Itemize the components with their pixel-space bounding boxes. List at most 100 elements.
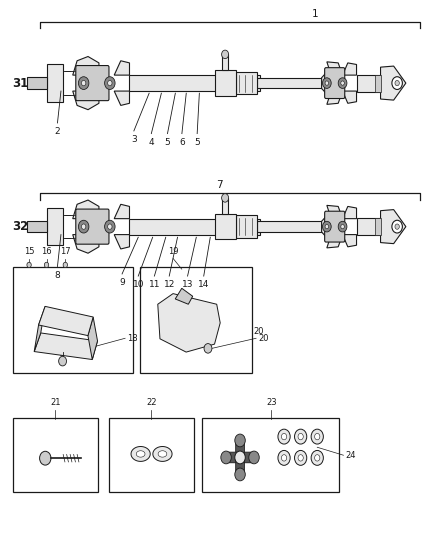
Bar bbox=[13, 418, 98, 492]
Text: 7: 7 bbox=[215, 181, 223, 190]
Circle shape bbox=[27, 262, 31, 268]
Bar bbox=[46, 64, 63, 102]
Polygon shape bbox=[321, 67, 331, 99]
Polygon shape bbox=[158, 451, 167, 457]
Text: 3: 3 bbox=[131, 135, 137, 144]
Bar bbox=[46, 208, 63, 245]
Circle shape bbox=[392, 77, 403, 90]
Bar bbox=[222, 54, 228, 70]
Polygon shape bbox=[73, 91, 99, 110]
Bar bbox=[357, 75, 381, 92]
Circle shape bbox=[322, 221, 331, 232]
Circle shape bbox=[78, 220, 89, 233]
Text: 23: 23 bbox=[266, 398, 277, 407]
Polygon shape bbox=[73, 56, 99, 75]
Text: 5: 5 bbox=[194, 138, 200, 147]
Polygon shape bbox=[343, 63, 357, 75]
Circle shape bbox=[249, 451, 259, 464]
Bar bbox=[222, 198, 228, 214]
Bar bbox=[237, 72, 258, 94]
Circle shape bbox=[235, 468, 245, 481]
Circle shape bbox=[235, 451, 245, 464]
Bar bbox=[375, 75, 381, 92]
Polygon shape bbox=[226, 452, 240, 463]
Text: 6: 6 bbox=[179, 138, 185, 147]
Text: 12: 12 bbox=[163, 280, 175, 289]
Bar bbox=[109, 418, 194, 492]
Circle shape bbox=[81, 80, 86, 86]
Circle shape bbox=[325, 81, 328, 85]
Circle shape bbox=[108, 224, 112, 229]
Circle shape bbox=[222, 50, 229, 59]
Text: 5: 5 bbox=[165, 138, 170, 147]
Text: 8: 8 bbox=[55, 271, 60, 280]
Circle shape bbox=[108, 80, 112, 86]
Circle shape bbox=[338, 221, 347, 232]
Polygon shape bbox=[236, 440, 244, 458]
Polygon shape bbox=[175, 288, 193, 304]
Circle shape bbox=[311, 450, 323, 465]
FancyBboxPatch shape bbox=[325, 211, 345, 242]
Circle shape bbox=[314, 433, 320, 440]
Bar bbox=[201, 418, 339, 492]
Text: 24: 24 bbox=[346, 451, 356, 460]
Polygon shape bbox=[343, 235, 357, 247]
Text: 4: 4 bbox=[148, 138, 154, 147]
Polygon shape bbox=[236, 457, 244, 475]
Circle shape bbox=[235, 434, 245, 447]
Circle shape bbox=[314, 455, 320, 461]
Polygon shape bbox=[327, 62, 343, 75]
Text: 16: 16 bbox=[41, 247, 52, 256]
Polygon shape bbox=[34, 333, 98, 360]
Polygon shape bbox=[73, 235, 99, 253]
Bar bbox=[27, 221, 46, 232]
Bar bbox=[375, 218, 381, 235]
Bar bbox=[215, 70, 236, 96]
Polygon shape bbox=[114, 91, 130, 106]
Text: 18: 18 bbox=[127, 334, 138, 343]
Bar bbox=[237, 215, 258, 238]
Bar bbox=[13, 266, 133, 373]
Polygon shape bbox=[153, 447, 172, 462]
Circle shape bbox=[39, 451, 51, 465]
Circle shape bbox=[294, 450, 307, 465]
Circle shape bbox=[222, 193, 229, 202]
Circle shape bbox=[298, 455, 303, 461]
Circle shape bbox=[341, 224, 344, 229]
FancyBboxPatch shape bbox=[325, 68, 345, 99]
Circle shape bbox=[81, 224, 86, 229]
Polygon shape bbox=[381, 66, 406, 100]
Text: 19: 19 bbox=[168, 247, 178, 256]
Circle shape bbox=[311, 429, 323, 444]
Circle shape bbox=[59, 357, 67, 366]
Polygon shape bbox=[381, 209, 406, 244]
Polygon shape bbox=[73, 200, 99, 219]
FancyBboxPatch shape bbox=[76, 66, 109, 101]
Circle shape bbox=[105, 220, 115, 233]
Text: 20: 20 bbox=[253, 327, 264, 336]
Text: 22: 22 bbox=[146, 398, 156, 407]
Circle shape bbox=[282, 455, 287, 461]
Polygon shape bbox=[327, 205, 343, 219]
FancyBboxPatch shape bbox=[76, 209, 109, 244]
Circle shape bbox=[392, 220, 403, 233]
Polygon shape bbox=[131, 447, 150, 462]
Circle shape bbox=[221, 451, 231, 464]
Polygon shape bbox=[321, 211, 331, 243]
Circle shape bbox=[78, 77, 89, 90]
Circle shape bbox=[338, 78, 347, 88]
Circle shape bbox=[395, 80, 399, 86]
Text: 32: 32 bbox=[12, 220, 28, 233]
Circle shape bbox=[204, 344, 212, 353]
Polygon shape bbox=[114, 204, 130, 219]
Polygon shape bbox=[114, 61, 130, 75]
Text: 11: 11 bbox=[148, 280, 160, 289]
Text: 21: 21 bbox=[50, 398, 60, 407]
Circle shape bbox=[395, 224, 399, 229]
Text: 20: 20 bbox=[258, 334, 269, 343]
Polygon shape bbox=[34, 306, 45, 352]
Polygon shape bbox=[88, 317, 98, 360]
Circle shape bbox=[282, 433, 287, 440]
Polygon shape bbox=[158, 294, 220, 352]
Circle shape bbox=[44, 262, 49, 268]
